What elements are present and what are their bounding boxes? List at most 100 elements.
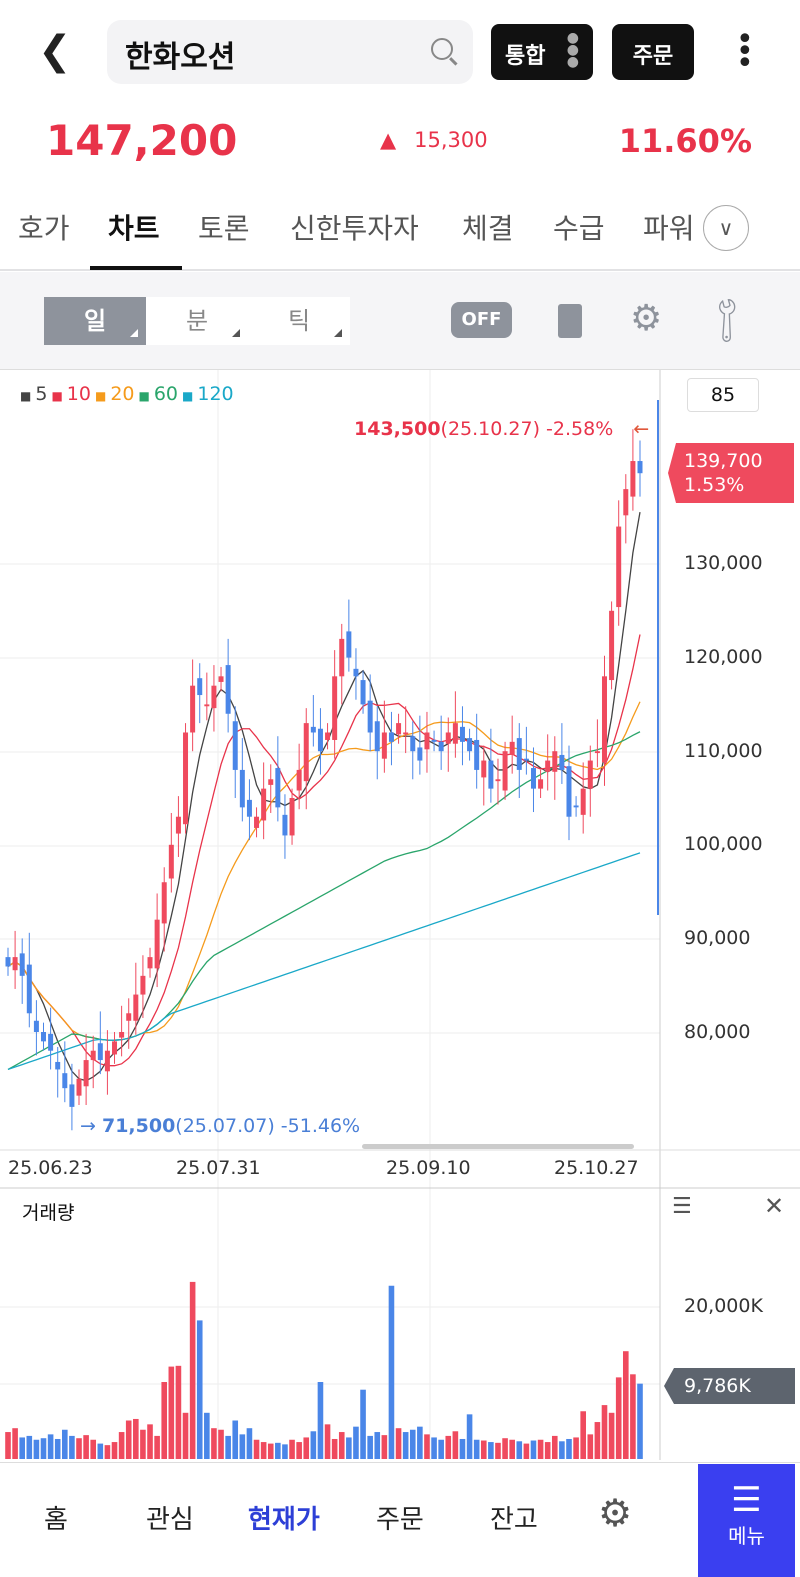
volume-bar — [161, 1382, 168, 1459]
volume-bar — [452, 1431, 459, 1459]
candle-body — [381, 732, 387, 759]
menu-button[interactable]: ☰ 메뉴 — [698, 1464, 795, 1577]
volume-bar — [608, 1412, 615, 1459]
candle-body — [594, 751, 600, 754]
candle-body — [133, 994, 139, 1021]
low-value: 71,500 — [101, 1115, 176, 1137]
volume-bar — [40, 1438, 47, 1459]
volume-bar — [204, 1412, 210, 1459]
gear-icon[interactable]: ⚙ — [630, 298, 663, 339]
hamburger-icon[interactable]: ☰ — [672, 1194, 692, 1219]
current-price-tag: 139,700 1.53% — [668, 443, 794, 503]
chart-canvas[interactable] — [0, 370, 800, 1462]
candle-body — [417, 747, 423, 761]
order-button[interactable]: 주문 — [612, 24, 694, 80]
kebab-menu-icon[interactable]: • • • — [736, 22, 754, 81]
volume-bar — [530, 1440, 537, 1459]
volume-bar — [615, 1377, 622, 1459]
volume-bar — [154, 1435, 160, 1459]
tab-trades[interactable]: 체결 — [462, 212, 514, 245]
tab-power[interactable]: 파워 — [643, 212, 695, 245]
candle-body — [190, 685, 196, 733]
nav-balance[interactable]: 잔고 — [490, 1505, 538, 1535]
candle-body — [530, 768, 536, 789]
search-input[interactable]: 한화오션 — [107, 20, 473, 84]
volume-bar — [466, 1414, 473, 1459]
close-icon[interactable]: ✕ — [764, 1192, 785, 1220]
volume-bar — [601, 1405, 608, 1459]
candle-body — [388, 732, 394, 742]
volume-bar — [275, 1442, 281, 1459]
ma-line-60 — [7, 731, 641, 1071]
candle-body — [452, 723, 458, 744]
nav-current-price[interactable]: 현재가 — [248, 1505, 320, 1535]
candle-body — [467, 738, 473, 752]
period-tick[interactable]: 틱 — [248, 297, 350, 345]
back-icon[interactable]: ❮ — [38, 28, 72, 74]
tab-supply[interactable]: 수급 — [553, 212, 605, 245]
candle-body — [62, 1073, 68, 1089]
nav-order[interactable]: 주문 — [376, 1505, 424, 1535]
volume-bar — [83, 1435, 89, 1459]
volume-bar — [346, 1437, 352, 1459]
candle-body — [275, 768, 281, 808]
combined-button[interactable]: 통합 ● ● ● — [491, 24, 593, 80]
volume-bar — [218, 1429, 224, 1459]
visible-count-input[interactable]: 85 — [687, 378, 759, 412]
legend-ma-20: ■ 20 — [94, 383, 135, 405]
candle-body — [76, 1078, 82, 1096]
candle-body — [445, 732, 451, 744]
candle-body — [97, 1043, 103, 1061]
volume-bar — [324, 1424, 331, 1459]
search-icon[interactable] — [431, 38, 453, 60]
x-tick: 25.07.31 — [176, 1157, 261, 1179]
tab-investor[interactable]: 신한투자자 — [290, 212, 419, 245]
volume-bar — [353, 1426, 359, 1459]
rotate-screen-icon[interactable] — [558, 304, 582, 338]
candle-body — [246, 799, 252, 817]
period-day[interactable]: 일 — [44, 297, 146, 345]
candle-body — [119, 1032, 125, 1038]
volume-bar — [33, 1439, 40, 1459]
tab-orderbook[interactable]: 호가 — [18, 212, 70, 245]
candle-body — [147, 957, 153, 969]
up-triangle-icon: ▲ — [380, 128, 397, 152]
tab-discussion[interactable]: 토론 — [198, 212, 250, 245]
tab-chart[interactable]: 차트 — [108, 212, 160, 245]
volume-bar — [637, 1383, 643, 1459]
wrench-icon[interactable]: 🔧︎ — [697, 290, 756, 350]
volume-bar — [445, 1435, 452, 1459]
candle-body — [630, 461, 636, 497]
volume-bar — [111, 1442, 118, 1459]
volume-bar — [338, 1432, 345, 1459]
volume-bar — [473, 1439, 480, 1459]
nav-watchlist[interactable]: 관심 — [146, 1505, 194, 1535]
change-percent: 11.60% — [618, 122, 752, 160]
arrow-left-icon: ← — [633, 418, 650, 440]
candle-body — [90, 1050, 96, 1061]
active-tab-indicator — [90, 266, 182, 270]
volume-bar — [118, 1432, 125, 1459]
volume-bar — [239, 1434, 246, 1459]
candle-body — [396, 723, 402, 735]
candle-body — [112, 1041, 118, 1055]
volume-bar — [182, 1412, 189, 1459]
period-minute[interactable]: 분 — [146, 297, 248, 345]
chevron-down-icon[interactable]: ∨ — [703, 205, 749, 251]
tab-bar: 호가 차트 토론 신한투자자 체결 수급 파워 — [0, 185, 800, 271]
volume-bar — [104, 1445, 111, 1459]
high-label: 143,500(25.10.27) -2.58% ← — [354, 418, 649, 440]
candle-body — [175, 816, 181, 834]
y-tick: 130,000 — [684, 552, 763, 574]
candle-body — [559, 754, 565, 770]
candle-body — [317, 728, 323, 752]
horizontal-scrollbar[interactable] — [362, 1144, 634, 1149]
settings-gear-icon[interactable]: ⚙ — [598, 1491, 633, 1535]
nav-home[interactable]: 홈 — [44, 1505, 68, 1535]
low-date: (25.07.07) — [175, 1115, 275, 1137]
indicator-toggle[interactable]: OFF — [451, 302, 512, 338]
candle-body — [83, 1060, 89, 1087]
candle-body — [12, 957, 18, 971]
y-tick: 80,000 — [684, 1021, 751, 1043]
volume-bar — [296, 1442, 302, 1459]
